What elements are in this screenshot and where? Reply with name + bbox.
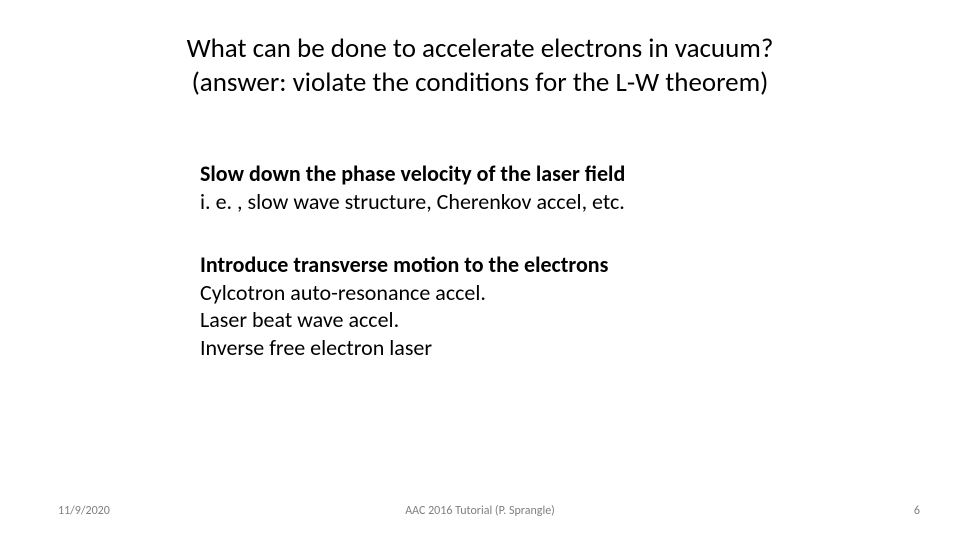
section-1: Slow down the phase velocity of the lase… [200,160,840,215]
section-2-line-1: Cylcotron auto-resonance accel. [200,279,840,307]
slide-title: What can be done to accelerate electrons… [0,32,960,100]
section-2-line-2: Laser beat wave accel. [200,306,840,334]
footer-page-number: 6 [914,504,920,518]
slide: What can be done to accelerate electrons… [0,0,960,540]
footer-center: AAC 2016 Tutorial (P. Sprangle) [0,504,960,518]
title-line-1: What can be done to accelerate electrons… [0,32,960,66]
section-2-heading: Introduce transverse motion to the elect… [200,251,840,279]
section-1-line-1: i. e. , slow wave structure, Cherenkov a… [200,188,840,216]
section-1-heading: Slow down the phase velocity of the lase… [200,160,840,188]
title-line-2: (answer: violate the conditions for the … [0,66,960,100]
section-2: Introduce transverse motion to the elect… [200,251,840,361]
section-2-line-3: Inverse free electron laser [200,334,840,362]
slide-body: Slow down the phase velocity of the lase… [200,160,840,397]
